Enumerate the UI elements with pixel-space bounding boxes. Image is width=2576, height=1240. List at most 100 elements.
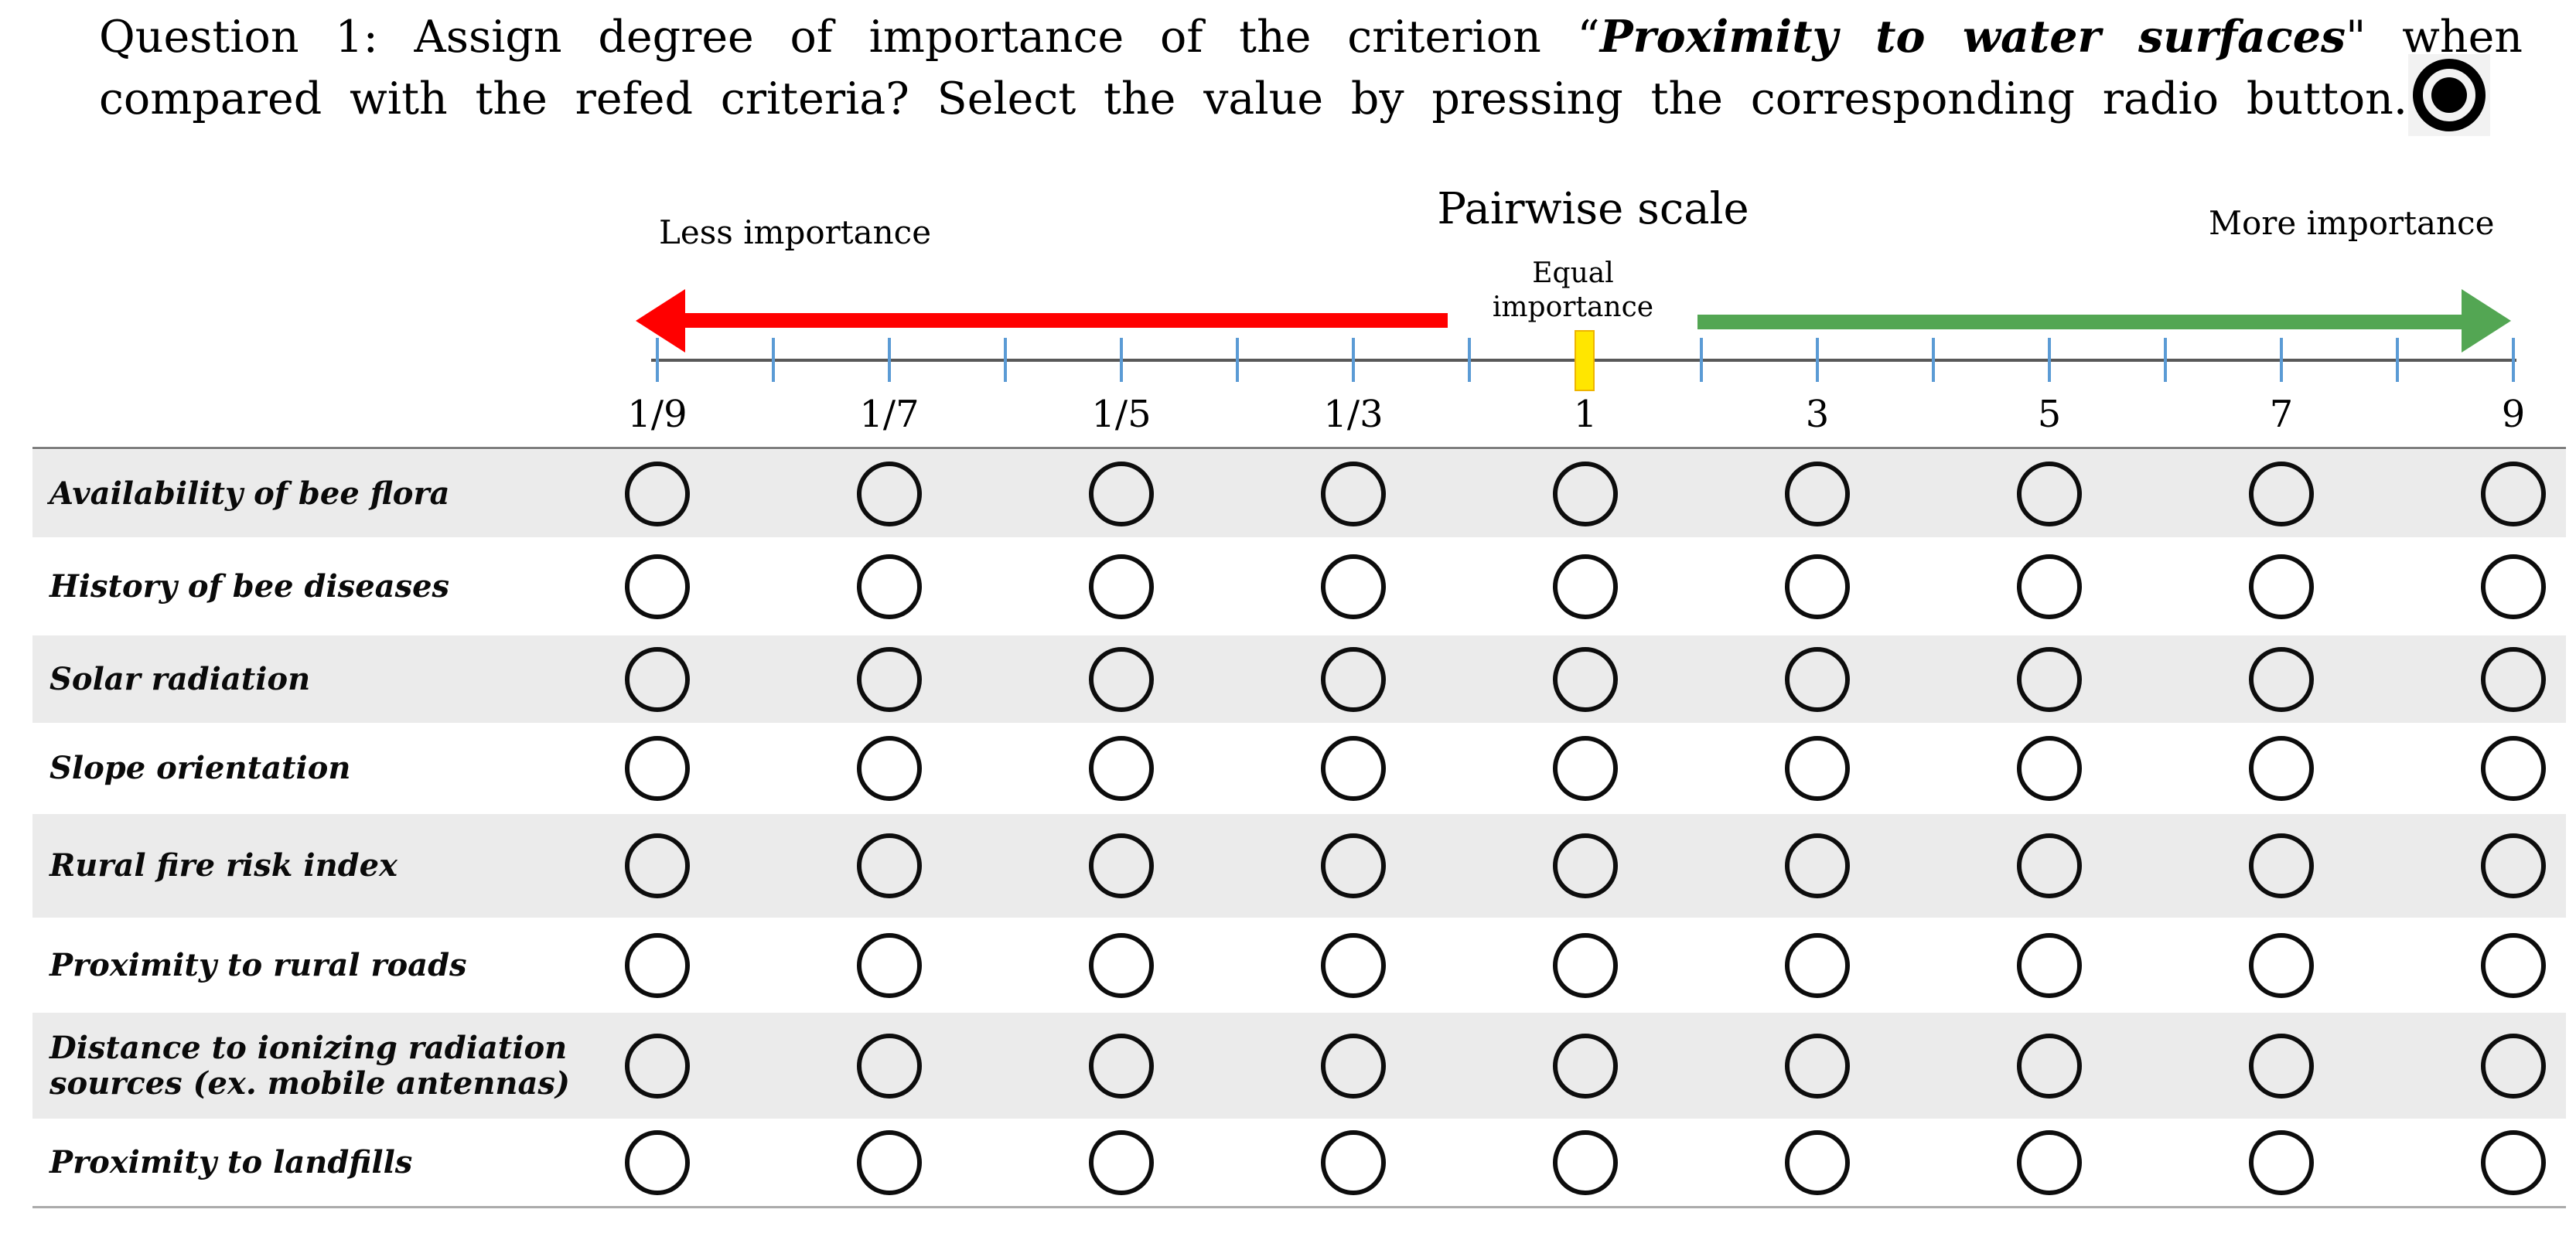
radio-button[interactable] — [1785, 1033, 1850, 1099]
scale-tick — [1932, 338, 1935, 382]
radio-button[interactable] — [2481, 1129, 2546, 1195]
radio-button[interactable] — [625, 646, 690, 712]
radio-button[interactable] — [1785, 833, 1850, 898]
scale-value-label: 1/3 — [1323, 393, 1384, 436]
radio-button[interactable] — [2249, 646, 2314, 712]
radio-ring-icon — [2413, 59, 2486, 131]
radio-button[interactable] — [1321, 932, 1386, 998]
radio-button[interactable] — [2249, 461, 2314, 526]
radio-button[interactable] — [1321, 833, 1386, 898]
criterion-label: Proximity to landfills — [49, 1143, 413, 1180]
scale-tick — [656, 338, 659, 382]
radio-button[interactable] — [1089, 932, 1154, 998]
radio-button[interactable] — [1089, 833, 1154, 898]
radio-button[interactable] — [2249, 833, 2314, 898]
radio-button[interactable] — [2017, 554, 2082, 619]
radio-button[interactable] — [2249, 1129, 2314, 1195]
radio-button[interactable] — [1321, 736, 1386, 801]
radio-button[interactable] — [2481, 461, 2546, 526]
radio-button[interactable] — [625, 833, 690, 898]
radio-button[interactable] — [1089, 1033, 1154, 1099]
less-importance-arrow — [684, 313, 1448, 328]
radio-button[interactable] — [1089, 554, 1154, 619]
radio-button[interactable] — [857, 932, 922, 998]
radio-button[interactable] — [2481, 646, 2546, 712]
radio-button[interactable] — [857, 646, 922, 712]
radio-button[interactable] — [625, 1129, 690, 1195]
radio-button[interactable] — [2249, 1033, 2314, 1099]
scale-tick — [1004, 338, 1007, 382]
radio-button[interactable] — [1553, 833, 1618, 898]
radio-button[interactable] — [2249, 736, 2314, 801]
radio-button[interactable] — [1089, 1129, 1154, 1195]
radio-button[interactable] — [625, 932, 690, 998]
equal-importance-label-line2: importance — [1492, 291, 1654, 323]
radio-button[interactable] — [1785, 554, 1850, 619]
scale-tick — [1700, 338, 1703, 382]
scale-value-label: 1/9 — [627, 393, 688, 436]
more-importance-arrow — [1697, 315, 2463, 329]
radio-button[interactable] — [2017, 646, 2082, 712]
question-criterion-emphasis: Proximity to water surfaces — [1599, 11, 2346, 63]
radio-button[interactable] — [625, 736, 690, 801]
radio-button[interactable] — [1089, 461, 1154, 526]
radio-button[interactable] — [2481, 833, 2546, 898]
radio-dot-icon — [2431, 77, 2467, 113]
scale-tick — [2396, 338, 2399, 382]
radio-button[interactable] — [1553, 1033, 1618, 1099]
radio-button[interactable] — [857, 833, 922, 898]
criterion-label: Distance to ionizing radiation sources (… — [49, 1029, 570, 1102]
radio-button[interactable] — [1785, 461, 1850, 526]
criterion-label: Rural fire risk index — [49, 847, 397, 884]
scale-value-label: 5 — [2037, 393, 2062, 436]
radio-button[interactable] — [2249, 554, 2314, 619]
radio-button[interactable] — [2249, 932, 2314, 998]
radio-button[interactable] — [1785, 736, 1850, 801]
radio-button[interactable] — [1321, 461, 1386, 526]
radio-button[interactable] — [2017, 461, 2082, 526]
question-text-pre: Question 1: Assign degree of importance … — [99, 12, 1600, 63]
radio-button[interactable] — [857, 1033, 922, 1099]
radio-button[interactable] — [1089, 646, 1154, 712]
criterion-label: History of bee diseases — [49, 567, 450, 605]
radio-button[interactable] — [857, 554, 922, 619]
radio-button[interactable] — [2481, 736, 2546, 801]
radio-button[interactable] — [2017, 932, 2082, 998]
radio-button[interactable] — [2017, 833, 2082, 898]
radio-button[interactable] — [625, 554, 690, 619]
radio-button[interactable] — [1553, 646, 1618, 712]
radio-button[interactable] — [2017, 736, 2082, 801]
more-importance-arrowhead-icon — [2462, 289, 2511, 353]
radio-button-example-icon — [2408, 54, 2490, 136]
radio-button[interactable] — [1785, 932, 1850, 998]
radio-button[interactable] — [857, 461, 922, 526]
radio-button[interactable] — [1321, 646, 1386, 712]
criterion-row: Proximity to rural roads — [32, 918, 2566, 1013]
radio-button[interactable] — [1553, 1129, 1618, 1195]
radio-button[interactable] — [2017, 1129, 2082, 1195]
radio-button[interactable] — [1553, 461, 1618, 526]
more-importance-label: More importance — [2209, 204, 2495, 242]
radio-button[interactable] — [857, 1129, 922, 1195]
radio-button[interactable] — [1785, 646, 1850, 712]
radio-button[interactable] — [2481, 1033, 2546, 1099]
radio-button[interactable] — [2017, 1033, 2082, 1099]
radio-button[interactable] — [625, 461, 690, 526]
radio-button[interactable] — [1321, 554, 1386, 619]
scale-tick — [1352, 338, 1355, 382]
criterion-row: Proximity to landfills — [32, 1119, 2566, 1206]
radio-button[interactable] — [1321, 1033, 1386, 1099]
radio-button[interactable] — [1785, 1129, 1850, 1195]
scale-title: Pairwise scale — [1437, 184, 1749, 234]
radio-button[interactable] — [625, 1033, 690, 1099]
radio-button[interactable] — [2481, 554, 2546, 619]
radio-button[interactable] — [1553, 736, 1618, 801]
radio-button[interactable] — [857, 736, 922, 801]
radio-button[interactable] — [1553, 554, 1618, 619]
radio-button[interactable] — [2481, 932, 2546, 998]
radio-button[interactable] — [1089, 736, 1154, 801]
radio-button[interactable] — [1321, 1129, 1386, 1195]
criterion-label: Availability of bee flora — [49, 475, 450, 512]
radio-button[interactable] — [1553, 932, 1618, 998]
